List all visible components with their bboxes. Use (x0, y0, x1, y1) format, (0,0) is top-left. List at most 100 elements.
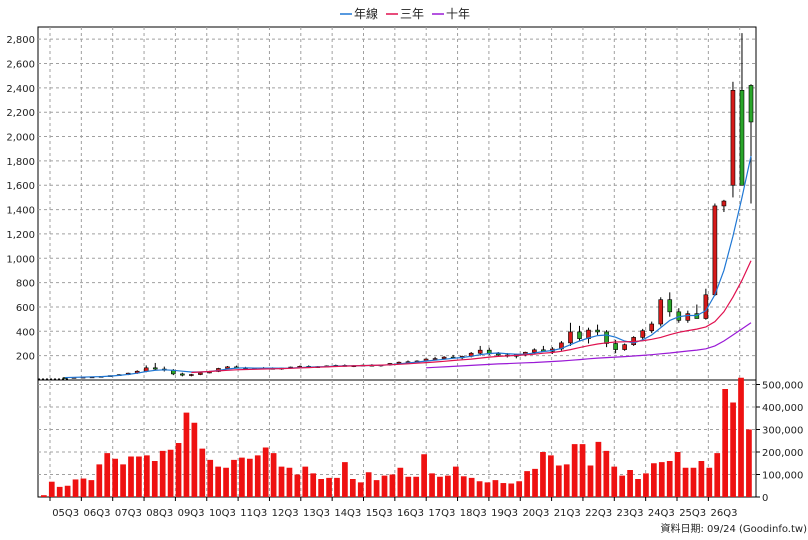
volume-bar (159, 450, 166, 497)
volume-bar (191, 422, 198, 497)
volume-bar (48, 481, 55, 497)
volume-bar (104, 453, 111, 497)
x-tick-label: 09Q3 (178, 508, 205, 519)
volume-bar (468, 477, 475, 497)
x-tick-label: 05Q3 (52, 508, 79, 519)
volume-bar (167, 449, 174, 497)
candle-body (152, 367, 158, 370)
volume-bar (128, 456, 134, 497)
price-frame (37, 26, 757, 381)
volume-bar (563, 464, 570, 497)
volume-bar (310, 473, 317, 497)
volume-bar (254, 455, 261, 497)
volume-bar (56, 486, 63, 497)
volume-pane: 0 100,000 200,000 300,000 400,000 500,000 (37, 377, 803, 504)
volume-bar (349, 479, 356, 497)
volume-bar (722, 389, 729, 497)
volume-bar (587, 465, 594, 497)
volume-bar (437, 476, 443, 497)
volume-bar (239, 457, 245, 497)
volume-bar (373, 480, 380, 497)
volume-tick-label: 100,000 (762, 471, 803, 482)
price-tick-label: 2,400 (6, 84, 35, 95)
volume-bar (413, 476, 420, 497)
candle-body (658, 299, 664, 325)
x-tick-label: 11Q3 (240, 508, 267, 519)
candle-body (748, 85, 754, 123)
volume-bar (595, 441, 602, 497)
volume-tick-label: 400,000 (762, 403, 803, 414)
volume-bar (429, 473, 435, 497)
price-tick-label: 1,600 (6, 181, 35, 192)
x-tick-label: 18Q3 (460, 508, 487, 519)
candle-body (495, 353, 501, 356)
volume-bar (516, 481, 523, 497)
x-tick-label: 20Q3 (522, 508, 549, 519)
volume-bar (270, 453, 277, 497)
volume-bar (666, 461, 673, 497)
volume-bar (80, 478, 87, 497)
volume-bar (397, 467, 404, 497)
volume-bar (262, 447, 269, 497)
volume-bar (246, 458, 253, 497)
volume-bar (746, 429, 752, 497)
volume-bar (278, 466, 285, 497)
volume-bar (658, 462, 665, 497)
x-tick-label: 21Q3 (554, 508, 581, 519)
volume-bar (651, 463, 657, 497)
volume-bar (698, 461, 705, 497)
volume-bar (357, 482, 364, 497)
volume-tick-label: 0 (762, 493, 768, 504)
candle-body (640, 330, 645, 338)
volume-bar (635, 479, 641, 497)
x-tick-label: 17Q3 (428, 508, 455, 519)
volume-bar (500, 483, 507, 497)
volume-bar (96, 464, 103, 497)
volume-frame (37, 379, 757, 498)
price-tick-label: 400 (16, 327, 35, 338)
volume-bar (548, 455, 554, 497)
volume-bar (326, 477, 332, 497)
volume-bar (603, 450, 610, 497)
legend-label-1: 三年 (400, 7, 424, 21)
volume-bar (405, 476, 412, 497)
volume-bar (88, 480, 95, 497)
candle-body (721, 200, 727, 207)
volume-bar (706, 467, 713, 497)
candle-body (622, 344, 627, 350)
volume-bar (334, 477, 340, 497)
volume-tick-label: 300,000 (762, 426, 803, 437)
volume-bar (492, 480, 499, 497)
volume-bar (381, 475, 388, 497)
volume-bar (532, 468, 538, 497)
volume-bar (389, 474, 396, 497)
volume-bar (120, 464, 126, 497)
x-tick-label: 19Q3 (491, 508, 518, 519)
volume-bar (112, 458, 119, 497)
volume-bar (199, 448, 206, 497)
x-tick-label: 16Q3 (397, 508, 424, 519)
volume-bar (524, 471, 530, 497)
price-tick-label: 1,400 (6, 206, 35, 217)
x-tick-label: 24Q3 (648, 508, 675, 519)
x-tick-label: 12Q3 (272, 508, 299, 519)
candle-body (441, 356, 447, 359)
volume-bar (508, 483, 515, 497)
volume-bar (476, 481, 483, 497)
volume-bar (143, 455, 150, 497)
candle-body (595, 329, 600, 333)
candle-body (180, 373, 185, 376)
candle-body (532, 349, 537, 353)
ma-line-2 (426, 322, 752, 369)
ma-line-1 (191, 260, 752, 374)
x-tick-label: 13Q3 (303, 508, 330, 519)
x-tick-label: 14Q3 (334, 508, 361, 519)
x-tick-label: 25Q3 (679, 508, 706, 519)
volume-bar (452, 466, 459, 497)
candle-body (189, 374, 194, 376)
volume-bar (445, 475, 451, 497)
x-tick-label: 23Q3 (616, 508, 643, 519)
candle-body (477, 349, 483, 354)
candle-body (432, 358, 438, 360)
